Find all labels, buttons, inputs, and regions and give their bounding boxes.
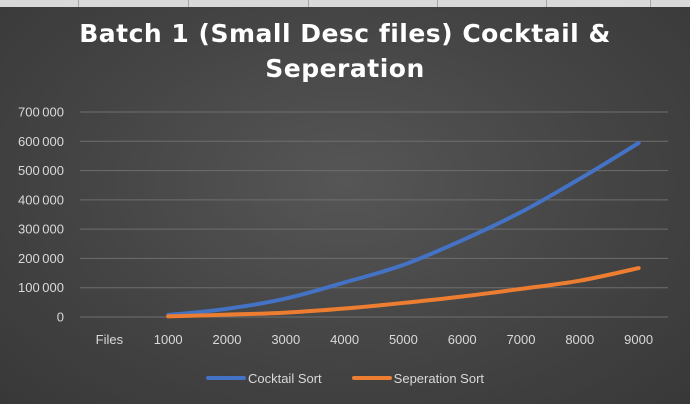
legend: Cocktail Sort Seperation Sort (0, 368, 690, 388)
y-tick-label: 500 000 (18, 163, 64, 178)
series-line-seperation (166, 266, 641, 319)
legend-swatch-cocktail (205, 376, 246, 380)
header-strip (0, 0, 690, 7)
y-tick-label: 600 000 (18, 134, 64, 149)
y-tick-label: 400 000 (18, 192, 64, 207)
x-tick-label: 1000 (154, 332, 183, 347)
legend-swatch-seperation (351, 376, 392, 380)
x-tick-label: 6000 (448, 332, 477, 347)
legend-label-seperation: Seperation Sort (393, 370, 485, 386)
x-tick-label: 8000 (565, 332, 594, 347)
y-tick-label: 100 000 (18, 280, 64, 295)
y-tick-label: 700 000 (18, 105, 64, 120)
y-tick-label: 0 (57, 310, 64, 325)
x-tick-label: 2000 (213, 332, 242, 347)
series-line-cocktail (166, 141, 641, 317)
x-tick-label: Files (96, 332, 124, 347)
x-tick-label: 7000 (507, 332, 536, 347)
chart-title: Batch 1 (Small Desc files) Cocktail & Se… (79, 19, 611, 83)
y-tick-label: 300 000 (18, 222, 64, 237)
x-tick-label: 5000 (389, 332, 418, 347)
legend-label-cocktail: Cocktail Sort (247, 370, 322, 386)
legend-item-seperation: Seperation Sort (351, 370, 485, 386)
y-tick-label: 200 000 (18, 251, 64, 266)
x-tick-label: 3000 (271, 332, 300, 347)
x-tick-label: 4000 (330, 332, 359, 347)
x-tick-label: 9000 (624, 332, 653, 347)
legend-item-cocktail: Cocktail Sort (205, 370, 322, 386)
